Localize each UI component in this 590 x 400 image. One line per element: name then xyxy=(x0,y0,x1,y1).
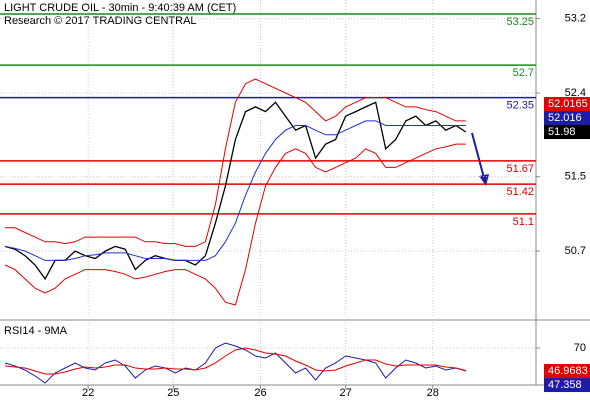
arrow xyxy=(471,132,485,179)
y-tick-label: 50.7 xyxy=(565,245,586,257)
chart-title: LIGHT CRUDE OIL - 30min - 9:40:39 AM (CE… xyxy=(4,2,236,14)
price-line xyxy=(5,78,466,247)
chart-subtitle: Research © 2017 TRADING CENTRAL xyxy=(4,15,197,27)
rsi-line xyxy=(4,347,467,375)
price-tag xyxy=(544,378,590,393)
x-tick-label: 28 xyxy=(427,387,439,399)
level-label: 51.42 xyxy=(506,186,534,198)
price-tag-label: 51.98 xyxy=(548,126,576,138)
price-tag-label: 47.358 xyxy=(548,379,582,391)
price-line xyxy=(4,101,467,281)
level-label: 51.1 xyxy=(513,216,534,228)
price-tag-label: 52.016 xyxy=(548,112,582,124)
level-label: 52.7 xyxy=(513,67,534,79)
x-tick-label: 22 xyxy=(82,387,94,399)
x-tick-label: 27 xyxy=(340,387,352,399)
price-tag xyxy=(544,97,590,112)
x-tick-label: 25 xyxy=(167,387,179,399)
level-label: 53.25 xyxy=(506,16,534,28)
level-label: 52.35 xyxy=(506,100,534,112)
price-tag-label: 52.0165 xyxy=(548,98,588,110)
rsi-line xyxy=(4,342,467,384)
y-tick-label: 51.5 xyxy=(565,171,586,183)
y-tick-label: 53.2 xyxy=(565,13,586,25)
price-tag xyxy=(544,125,590,140)
y-tick-label: 52.4 xyxy=(565,87,586,99)
price-tag xyxy=(544,111,590,126)
price-tag xyxy=(544,364,590,379)
y-tick-label: 70 xyxy=(574,342,586,354)
x-tick-label: 26 xyxy=(254,387,266,399)
level-label: 51.67 xyxy=(506,163,534,175)
rsi-title: RSI14 - 9MA xyxy=(4,325,68,337)
price-tag-label: 46.9683 xyxy=(548,365,588,377)
price-line xyxy=(4,120,466,261)
price-line xyxy=(4,143,466,306)
